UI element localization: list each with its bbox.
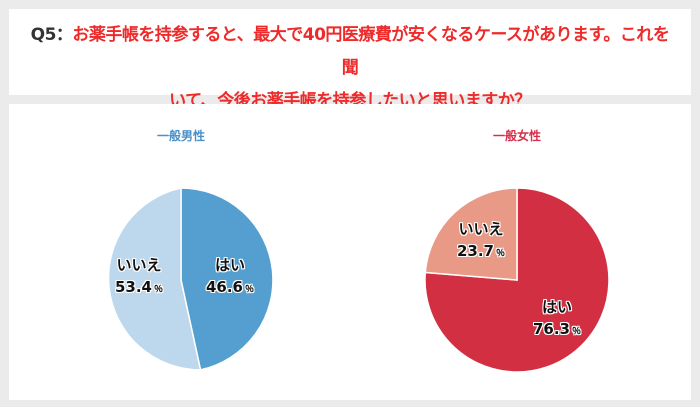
male-chart-title: 一般男性 bbox=[156, 129, 205, 143]
question-number: Q5： bbox=[30, 25, 73, 45]
male-chart: 一般男性 いいえ 53.4 ％ はい 46.6 ％ bbox=[61, 104, 301, 400]
female-no-label: いいえ 23.7 ％ bbox=[441, 218, 521, 265]
charts-panel: 一般男性 いいえ 53.4 ％ はい 46.6 ％ 一般女性 いいえ 23.7 ％ は… bbox=[9, 104, 691, 400]
male-yes-text: はい bbox=[214, 256, 245, 274]
male-yes-label: はい 46.6 ％ bbox=[195, 254, 265, 301]
female-chart: 一般女性 いいえ 23.7 ％ はい 76.3 ％ bbox=[397, 104, 637, 400]
male-no-value: 53.4 bbox=[114, 278, 152, 296]
female-pie bbox=[424, 187, 610, 373]
female-yes-slice bbox=[424, 187, 610, 373]
percent-sign: ％ bbox=[154, 285, 164, 295]
male-no-text: いいえ bbox=[116, 256, 162, 274]
male-yes-value-row: 46.6 ％ bbox=[195, 276, 265, 301]
male-no-slice bbox=[107, 187, 202, 371]
percent-sign: ％ bbox=[496, 249, 506, 259]
male-yes-value: 46.6 bbox=[205, 278, 243, 296]
male-no-label: いいえ 53.4 ％ bbox=[99, 254, 179, 301]
female-no-slice bbox=[424, 187, 518, 281]
question-text-1: お薬手帳を持参すると、最大で40円医療費が安くなるケースがあります。これを聞 bbox=[72, 25, 670, 78]
question-box: Q5：お薬手帳を持参すると、最大で40円医療費が安くなるケースがあります。これを… bbox=[9, 9, 691, 111]
female-yes-label: はい 76.3 ％ bbox=[517, 296, 597, 343]
female-yes-value-row: 76.3 ％ bbox=[517, 318, 597, 343]
female-no-value-row: 23.7 ％ bbox=[441, 240, 521, 265]
male-no-value-row: 53.4 ％ bbox=[99, 276, 179, 301]
female-yes-value: 76.3 bbox=[532, 320, 570, 338]
percent-sign: ％ bbox=[572, 327, 582, 337]
male-yes-slice bbox=[180, 187, 274, 371]
male-pie bbox=[107, 187, 274, 371]
female-no-value: 23.7 bbox=[456, 242, 494, 260]
percent-sign: ％ bbox=[245, 285, 255, 295]
female-chart-title: 一般女性 bbox=[492, 129, 541, 143]
question-line-1: Q5：お薬手帳を持参すると、最大で40円医療費が安くなるケースがあります。これを… bbox=[29, 19, 671, 85]
female-yes-text: はい bbox=[541, 298, 572, 316]
female-no-text: いいえ bbox=[458, 220, 504, 238]
